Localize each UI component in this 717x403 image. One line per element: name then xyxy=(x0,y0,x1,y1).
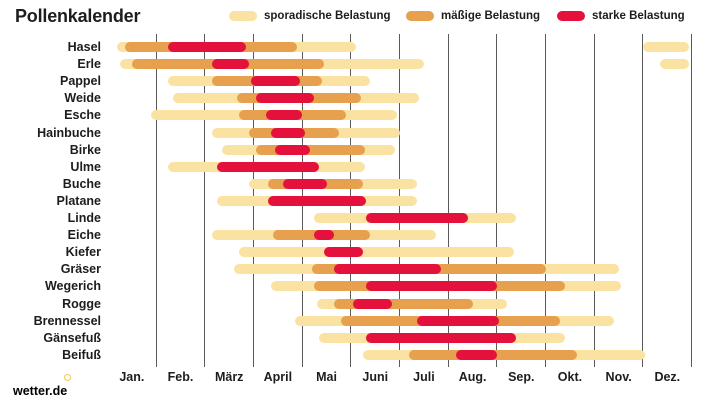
month-label-2: Feb. xyxy=(167,370,194,384)
bar-segment-sporadic xyxy=(660,59,690,70)
bar-segment-sporadic xyxy=(238,247,514,258)
bar-segment-strong xyxy=(455,349,497,360)
row-label-platane: Platane xyxy=(56,193,101,208)
legend-item-sporadic: sporadische Belastung xyxy=(229,10,391,22)
row-label-linde: Linde xyxy=(67,211,101,225)
bar-segment-strong xyxy=(212,59,249,70)
row-label-gänsefuß: Gänsefuß xyxy=(43,330,101,345)
month-label-7: Juli xyxy=(413,370,435,384)
legend-label: sporadische Belastung xyxy=(264,10,391,22)
moderate-legend-swatch-icon xyxy=(406,11,434,21)
row-label-birke: Birke xyxy=(69,142,101,157)
row-label-eiche: Eiche xyxy=(67,228,101,243)
row-label-buche: Buche xyxy=(62,176,101,191)
month-label-8: Aug. xyxy=(458,370,487,384)
bar-segment-moderate xyxy=(255,144,366,155)
bar-segment-strong xyxy=(217,161,320,172)
month-label-12: Dez. xyxy=(654,370,681,384)
month-gridline xyxy=(155,34,157,367)
month-label-6: Juni xyxy=(362,370,389,384)
strong-legend-swatch-icon xyxy=(557,11,585,21)
month-gridline xyxy=(642,34,644,367)
legend-label: starke Belastung xyxy=(592,10,685,22)
bar-segment-strong xyxy=(324,247,364,258)
bar-segment-strong xyxy=(282,178,327,189)
bar-segment-strong xyxy=(416,315,500,326)
month-gridline xyxy=(593,34,595,367)
bar-segment-strong xyxy=(265,110,303,121)
bar-segment-sporadic xyxy=(642,42,690,52)
bar-segment-strong xyxy=(251,76,300,87)
bar-segment-strong xyxy=(353,298,393,309)
month-gridline xyxy=(496,34,498,367)
legend-item-moderate: mäßige Belastung xyxy=(406,10,540,22)
row-label-gräser: Gräser xyxy=(60,262,101,277)
bar-segment-strong xyxy=(365,213,468,223)
row-label-beifuß: Beifuß xyxy=(62,347,101,362)
sporadic-legend-swatch-icon xyxy=(229,11,257,21)
bar-segment-strong xyxy=(314,230,334,241)
month-gridline xyxy=(447,34,449,367)
month-label-5: Mai xyxy=(316,370,337,384)
bar-segment-strong xyxy=(270,127,305,138)
month-gridline xyxy=(691,34,693,367)
row-label-erle: Erle xyxy=(77,57,101,72)
legend-item-strong: starke Belastung xyxy=(557,10,685,22)
row-label-rogge: Rogge xyxy=(62,296,101,311)
row-label-ulme: Ulme xyxy=(70,159,101,174)
bar-segment-strong xyxy=(365,332,517,343)
brand-logo: wetter.de xyxy=(13,384,68,398)
bar-segment-strong xyxy=(268,195,366,206)
row-label-brennessel: Brennessel xyxy=(33,313,101,328)
bar-segment-strong xyxy=(365,281,497,292)
month-gridline xyxy=(545,34,547,367)
bar-segment-strong xyxy=(275,144,310,155)
page-title: Pollenkalender xyxy=(15,6,141,26)
month-label-4: April xyxy=(263,370,293,384)
month-label-11: Nov. xyxy=(605,370,632,384)
bar-segment-strong xyxy=(168,42,247,52)
bar-segment-strong xyxy=(255,93,315,104)
row-label-pappel: Pappel xyxy=(60,74,101,89)
row-label-esche: Esche xyxy=(64,108,101,123)
row-label-hasel: Hasel xyxy=(67,40,101,54)
month-label-10: Okt. xyxy=(557,370,583,384)
row-label-hainbuche: Hainbuche xyxy=(37,125,101,140)
month-label-3: März xyxy=(214,370,244,384)
month-label-1: Jan. xyxy=(119,370,145,384)
row-label-wegerich: Wegerich xyxy=(44,279,101,294)
month-gridline xyxy=(204,34,206,367)
row-label-weide: Weide xyxy=(64,91,101,106)
bar-segment-moderate xyxy=(333,298,473,309)
bar-segment-strong xyxy=(333,264,441,275)
row-label-kiefer: Kiefer xyxy=(65,245,101,260)
brand-dot-icon xyxy=(64,374,71,381)
month-label-9: Sep. xyxy=(508,370,535,384)
legend-label: mäßige Belastung xyxy=(441,10,541,22)
